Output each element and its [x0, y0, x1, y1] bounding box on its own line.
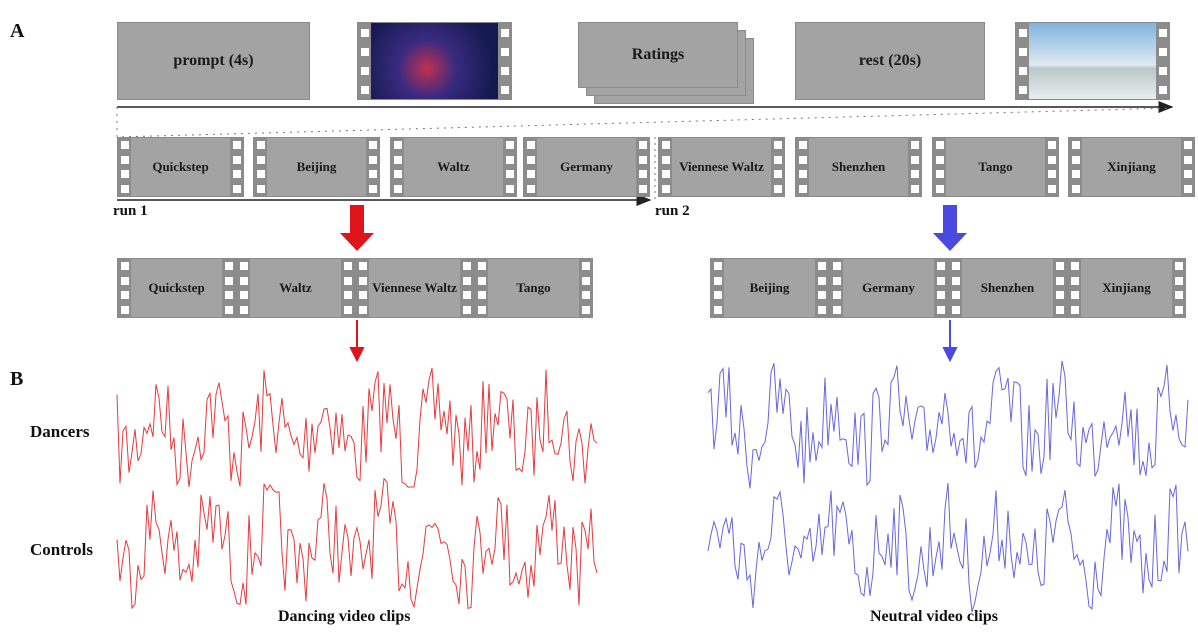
- sprocket: [659, 138, 672, 196]
- sprocket: [908, 138, 921, 196]
- clip: Viennese Waltz: [658, 137, 785, 197]
- sprocket: [771, 138, 784, 196]
- clip-label: Germany: [862, 281, 915, 295]
- clip: Shenzhen: [948, 258, 1067, 318]
- clip-label: Shenzhen: [981, 281, 1034, 295]
- clip: Tango: [932, 137, 1059, 197]
- sprocket: [391, 138, 404, 196]
- clip: Waltz: [390, 137, 517, 197]
- sprocket: [796, 138, 809, 196]
- clip-label: Tango: [978, 160, 1012, 174]
- rest-box: rest (20s): [795, 22, 985, 100]
- eeg-trace: [117, 368, 597, 487]
- big-arrow-red: [340, 205, 374, 251]
- clip: Shenzhen: [795, 137, 922, 197]
- panel-label: A: [10, 20, 24, 43]
- eeg-trace: [117, 479, 597, 609]
- clip-label: Viennese Waltz: [679, 160, 764, 174]
- run-label: run 1: [113, 203, 148, 220]
- big-arrow-blue: [933, 205, 967, 251]
- sprocket: [356, 259, 369, 317]
- clip-label: Quickstep: [148, 281, 204, 295]
- clip-label: Germany: [560, 160, 613, 174]
- clip-label: Quickstep: [152, 160, 208, 174]
- sprocket: [579, 259, 592, 317]
- figure: A Bprompt (4s) Ratings rest (20s) Quickstep B…: [0, 0, 1198, 641]
- dance-video-frame: [357, 22, 512, 100]
- clip: Xinjiang: [1067, 258, 1186, 318]
- sprocket: [230, 138, 243, 196]
- sprocket: [460, 259, 473, 317]
- run-label: run 2: [655, 203, 690, 220]
- sprocket: [711, 259, 724, 317]
- clip-label: Xinjiang: [1107, 160, 1155, 174]
- clip-label: Waltz: [279, 281, 312, 295]
- clip-label: Shenzhen: [832, 160, 885, 174]
- sprocket: [949, 259, 962, 317]
- sprocket: [1053, 259, 1066, 317]
- clip: Germany: [523, 137, 650, 197]
- sprocket: [341, 259, 354, 317]
- sprocket: [475, 259, 488, 317]
- sprocket: [1156, 23, 1169, 99]
- sprocket: [524, 138, 537, 196]
- sprocket: [254, 138, 267, 196]
- dotted-zoom: [117, 107, 1172, 137]
- sprocket: [237, 259, 250, 317]
- sprocket: [1069, 138, 1082, 196]
- sprocket: [366, 138, 379, 196]
- sprocket: [830, 259, 843, 317]
- clip: Xinjiang: [1068, 137, 1195, 197]
- clip-label: Viennese Waltz: [372, 281, 457, 295]
- sprocket: [933, 138, 946, 196]
- sprocket: [1045, 138, 1058, 196]
- prompt-box: prompt (4s): [117, 22, 310, 100]
- clip: Quickstep: [117, 137, 244, 197]
- eeg-trace: [708, 483, 1188, 612]
- sprocket: [636, 138, 649, 196]
- row-label: Controls: [30, 540, 93, 560]
- sprocket: [503, 138, 516, 196]
- sprocket: [1172, 259, 1185, 317]
- ratings-box: Ratings: [578, 22, 738, 88]
- panel-label: B: [10, 368, 23, 391]
- clip: Viennese Waltz: [355, 258, 474, 318]
- condition-caption: Dancing video clips: [278, 608, 410, 626]
- clip: Germany: [829, 258, 948, 318]
- row-label: Dancers: [30, 422, 89, 442]
- small-arrow-red: [351, 320, 363, 360]
- clip: Tango: [474, 258, 593, 318]
- sprocket: [498, 23, 511, 99]
- condition-caption: Neutral video clips: [870, 608, 998, 626]
- sprocket: [1016, 23, 1029, 99]
- clip: Waltz: [236, 258, 355, 318]
- sprocket: [934, 259, 947, 317]
- sprocket: [358, 23, 371, 99]
- clip-label: Waltz: [437, 160, 470, 174]
- clip: Beijing: [253, 137, 380, 197]
- eeg-trace: [708, 361, 1188, 489]
- neutral-video-frame: [1015, 22, 1170, 100]
- clip-label: Tango: [516, 281, 550, 295]
- clip-label: Xinjiang: [1102, 281, 1150, 295]
- sprocket: [1181, 138, 1194, 196]
- clip-label: Beijing: [750, 281, 790, 295]
- clip-label: Beijing: [297, 160, 337, 174]
- sprocket: [222, 259, 235, 317]
- clip: Beijing: [710, 258, 829, 318]
- sprocket: [1068, 259, 1081, 317]
- sprocket: [815, 259, 828, 317]
- clip: Quickstep: [117, 258, 236, 318]
- sprocket: [118, 259, 131, 317]
- small-arrow-blue: [944, 320, 956, 360]
- sprocket: [118, 138, 131, 196]
